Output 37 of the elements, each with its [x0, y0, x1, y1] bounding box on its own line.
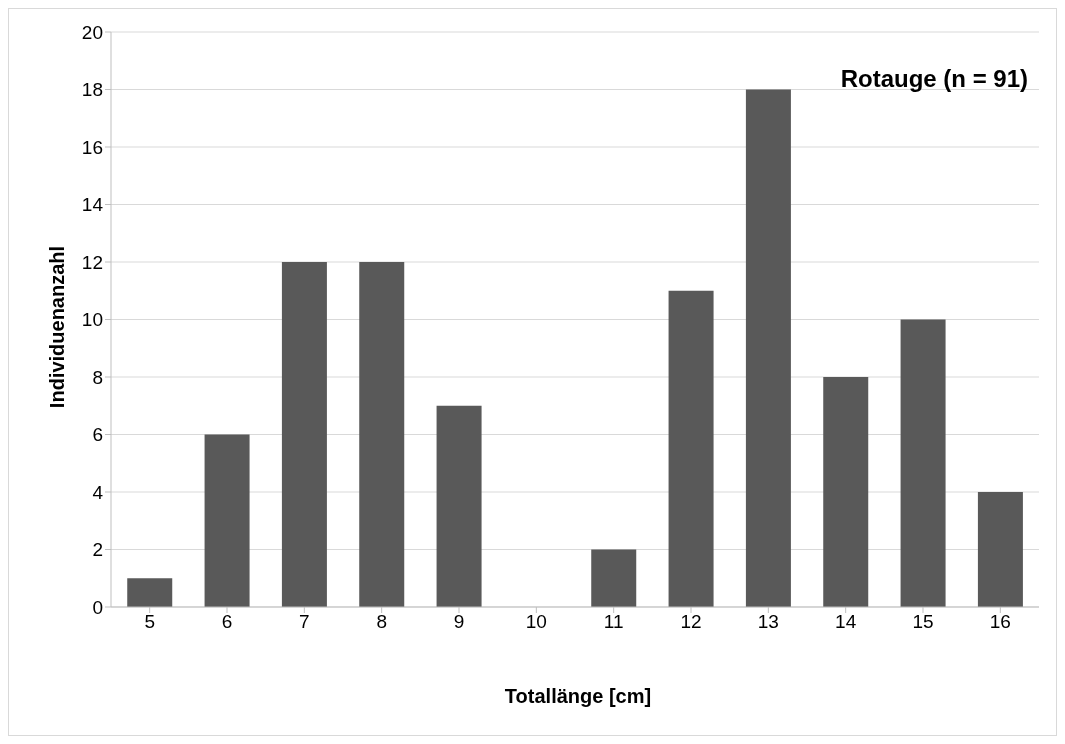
x-tick-label: 12: [680, 611, 702, 633]
x-tick-label: 9: [453, 611, 465, 633]
bar: [281, 262, 327, 607]
bar: [900, 319, 946, 607]
x-tick-label: 11: [603, 611, 624, 633]
y-tick-label: 14: [81, 194, 104, 216]
bar: [823, 377, 869, 607]
y-tick-label: 2: [92, 539, 103, 561]
y-tick-label: 6: [92, 424, 103, 446]
bar: [204, 434, 250, 607]
y-tick-label: 18: [81, 79, 103, 101]
y-tick-label: 20: [81, 21, 103, 43]
x-tick-label: 8: [376, 611, 387, 633]
x-axis-title: Totallänge [cm]: [503, 685, 653, 708]
bar: [977, 492, 1023, 607]
bar: [745, 89, 791, 607]
x-tick-label: 6: [221, 611, 233, 633]
bar: [127, 578, 173, 607]
y-axis-title: Individuenanzahl: [45, 245, 69, 409]
bar: [436, 405, 482, 607]
y-tick-label: 8: [92, 366, 103, 388]
bar: [359, 262, 405, 607]
y-tick-label: 4: [92, 481, 104, 503]
bar: [668, 290, 714, 607]
y-tick-label: 16: [81, 136, 103, 158]
x-tick-label: 15: [912, 611, 934, 633]
x-tick-label: 10: [525, 611, 547, 633]
text: Rotauge (n = 91): [840, 65, 1028, 93]
x-tick-label: 13: [757, 611, 779, 633]
y-tick-label: 12: [81, 251, 103, 273]
x-tick-label: 7: [299, 611, 310, 633]
y-tick-label: 0: [92, 596, 103, 618]
x-tick-label: 5: [144, 611, 155, 633]
x-tick-label: 14: [835, 611, 857, 633]
bar: [591, 549, 637, 607]
x-tick-label: 16: [989, 611, 1011, 633]
y-tick-label: 10: [81, 309, 103, 331]
